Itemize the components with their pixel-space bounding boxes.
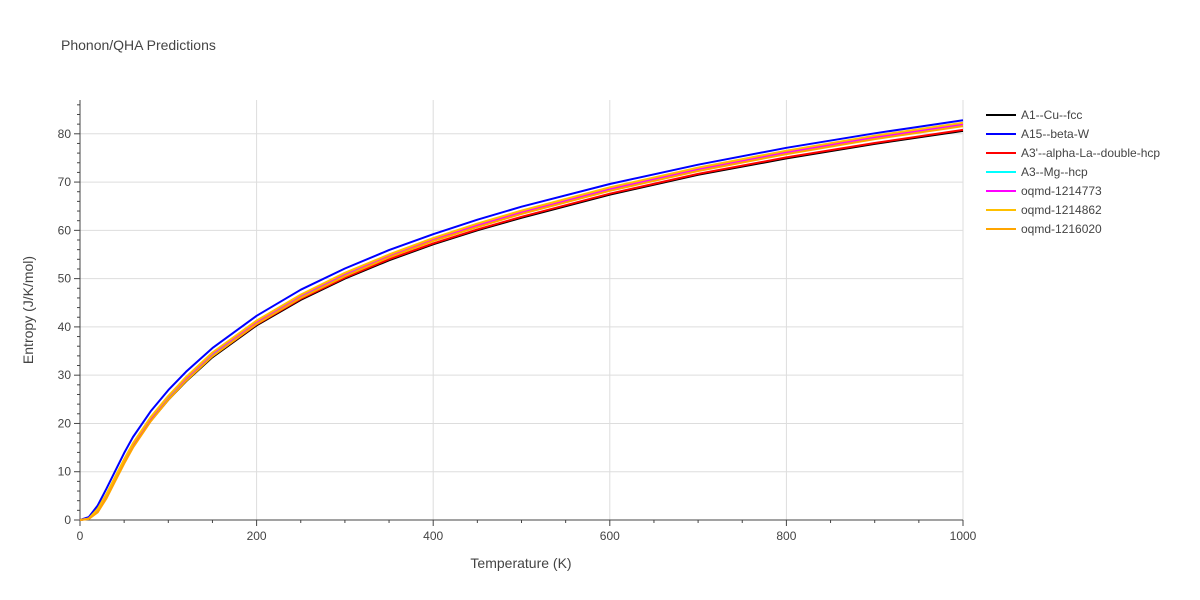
x-axis-label: Temperature (K) <box>470 555 571 571</box>
legend-label: A15--beta-W <box>1021 127 1090 141</box>
grid <box>80 100 964 520</box>
legend-label: oqmd-1214773 <box>1021 184 1102 198</box>
series-lines <box>79 119 964 521</box>
legend-label: A1--Cu--fcc <box>1021 108 1082 122</box>
y-tick-label: 60 <box>58 223 72 237</box>
legend-label: A3--Mg--hcp <box>1021 165 1088 179</box>
x-tick-label: 0 <box>77 529 84 543</box>
series-line-A15--beta-W <box>79 119 964 521</box>
y-tick-label: 80 <box>58 127 72 141</box>
series-line-A3--Mg--hcp <box>79 124 964 521</box>
y-tick-label: 0 <box>64 513 71 527</box>
series-line-A3'--alpha-La--double-hcp <box>79 128 964 521</box>
y-tick-label: 10 <box>58 465 72 479</box>
legend-label: oqmd-1214862 <box>1021 203 1102 217</box>
legend-item[interactable]: oqmd-1216020 <box>986 222 1102 236</box>
series-line-oqmd-1214773 <box>79 123 964 521</box>
y-tick-label: 70 <box>58 175 72 189</box>
axes: 0 200 400 600 800 1000 0 10 20 30 40 50 60 70 80 <box>58 100 977 543</box>
legend-label: A3'--alpha-La--double-hcp <box>1021 146 1160 160</box>
legend-item[interactable]: A1--Cu--fcc <box>986 108 1082 122</box>
y-tick-label: 30 <box>58 368 72 382</box>
series-line-oqmd-1214862 <box>79 121 964 521</box>
y-tick-label: 40 <box>58 320 72 334</box>
legend-label: oqmd-1216020 <box>1021 222 1102 236</box>
y-axis-label: Entropy (J/K/mol) <box>20 256 36 364</box>
y-tick-label: 50 <box>58 272 72 286</box>
legend: A1--Cu--fcc A15--beta-W A3'--alpha-La--dou… <box>986 108 1160 236</box>
x-tick-label: 600 <box>600 529 620 543</box>
series-line-A1--Cu--fcc <box>79 129 964 521</box>
legend-item[interactable]: oqmd-1214862 <box>986 203 1102 217</box>
legend-item[interactable]: A15--beta-W <box>986 127 1090 141</box>
legend-item[interactable]: oqmd-1214773 <box>986 184 1102 198</box>
legend-item[interactable]: A3'--alpha-La--double-hcp <box>986 146 1160 160</box>
series-line-oqmd-1216020 <box>79 125 964 521</box>
y-tick-label: 20 <box>58 416 72 430</box>
x-tick-label: 200 <box>247 529 267 543</box>
x-tick-label: 800 <box>776 529 796 543</box>
chart-title: Phonon/QHA Predictions <box>61 37 216 53</box>
x-tick-label: 1000 <box>950 529 977 543</box>
legend-item[interactable]: A3--Mg--hcp <box>986 165 1088 179</box>
x-tick-label: 400 <box>423 529 443 543</box>
